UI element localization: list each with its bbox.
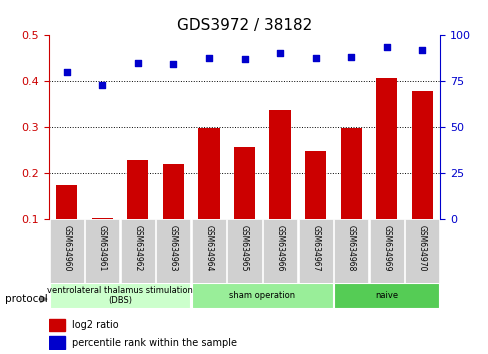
Bar (91, 218, 113, 266)
Text: GSM634968: GSM634968 (346, 224, 355, 271)
Text: naive: naive (374, 291, 398, 300)
FancyBboxPatch shape (369, 219, 403, 283)
FancyBboxPatch shape (333, 283, 439, 308)
FancyBboxPatch shape (298, 219, 332, 283)
FancyBboxPatch shape (191, 283, 332, 308)
Bar (56, 185, 77, 266)
Bar (49, 336, 64, 349)
FancyBboxPatch shape (263, 219, 297, 283)
FancyBboxPatch shape (227, 219, 261, 283)
Point (240, 57, 248, 62)
FancyBboxPatch shape (333, 219, 367, 283)
FancyBboxPatch shape (156, 219, 190, 283)
Text: GDS3972 / 38182: GDS3972 / 38182 (177, 18, 311, 33)
Text: log2 ratio: log2 ratio (72, 320, 119, 330)
Text: GSM634969: GSM634969 (382, 224, 390, 271)
FancyBboxPatch shape (85, 219, 119, 283)
Point (276, 50, 284, 56)
FancyBboxPatch shape (405, 219, 439, 283)
Text: GSM634967: GSM634967 (310, 224, 320, 271)
Point (346, 54, 354, 59)
Text: GSM634963: GSM634963 (168, 224, 178, 271)
Bar (305, 152, 325, 266)
FancyBboxPatch shape (49, 219, 83, 283)
Bar (127, 160, 148, 266)
Point (62, 69, 70, 75)
Text: GSM634960: GSM634960 (62, 224, 71, 271)
Text: GSM634970: GSM634970 (417, 224, 426, 271)
Text: sham operation: sham operation (229, 291, 295, 300)
Bar (340, 129, 361, 266)
Bar (269, 110, 290, 266)
Text: GSM634962: GSM634962 (133, 224, 142, 271)
Text: GSM634966: GSM634966 (275, 224, 284, 271)
Point (382, 45, 390, 50)
Point (169, 61, 177, 67)
Bar (375, 78, 397, 266)
Point (98, 82, 106, 88)
FancyBboxPatch shape (49, 283, 190, 308)
Text: GSM634964: GSM634964 (204, 224, 213, 271)
FancyBboxPatch shape (191, 219, 225, 283)
Point (204, 56, 212, 61)
Text: ventrolateral thalamus stimulation
(DBS): ventrolateral thalamus stimulation (DBS) (47, 286, 193, 305)
Bar (198, 129, 219, 266)
Point (134, 60, 142, 66)
Text: protocol: protocol (5, 294, 47, 304)
FancyBboxPatch shape (121, 219, 155, 283)
Point (311, 56, 319, 61)
Bar (49, 319, 64, 331)
Text: GSM634965: GSM634965 (240, 224, 248, 271)
Bar (163, 164, 183, 266)
Bar (411, 91, 432, 266)
Bar (233, 147, 255, 266)
Text: GSM634961: GSM634961 (98, 224, 106, 271)
Point (418, 47, 426, 53)
Text: percentile rank within the sample: percentile rank within the sample (72, 338, 237, 348)
